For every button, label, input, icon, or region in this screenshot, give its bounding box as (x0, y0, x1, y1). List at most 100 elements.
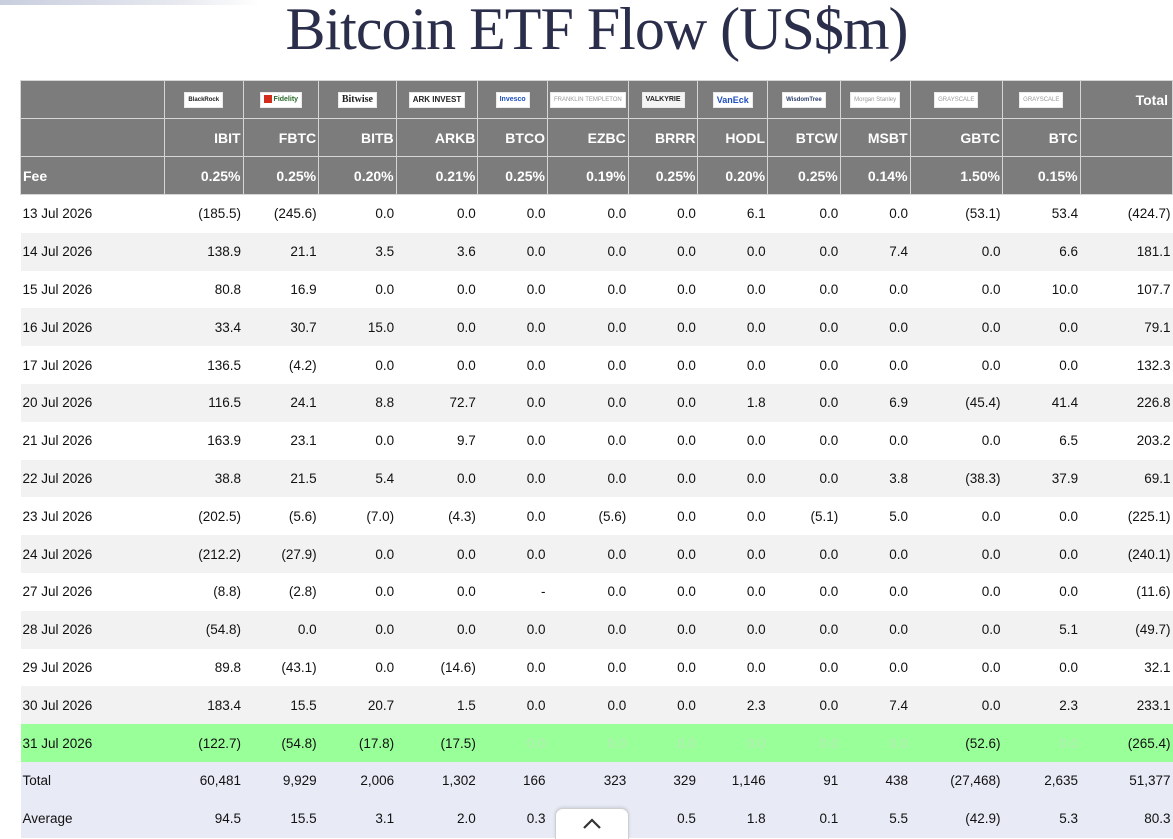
issuer-cell: Fidelity (242, 80, 320, 119)
summary-label: Total (20, 761, 165, 800)
row-date: 27 Jul 2026 (20, 572, 165, 611)
fee-cell: 0.20% (697, 156, 769, 195)
fee-cell: 0.14% (839, 156, 911, 195)
row-total-cell: (49.7) (1080, 610, 1173, 649)
flow-value-cell: 8.8 (318, 383, 397, 422)
issuer-logo-text: Bitwise (341, 93, 373, 105)
row-total-cell: (11.6) (1080, 572, 1173, 611)
row-total-cell: 32.1 (1080, 648, 1173, 687)
flow-value-cell: 0.0 (1002, 572, 1081, 611)
flow-value-cell: 0.0 (840, 308, 911, 347)
flow-value-cell: 2.3 (697, 686, 768, 725)
flow-value-cell: 0.0 (840, 535, 911, 573)
ticker-ibit: IBIT (163, 118, 244, 157)
flow-value-cell: 0.0 (628, 610, 698, 649)
flow-value-cell: 1.5 (396, 686, 478, 725)
table-row: 22 Jul 2026 38.8 21.5 5.4 0.0 0.0 0.0 0.0 0.0 0.0… (20, 459, 1173, 498)
flow-value-cell: (52.6) (910, 724, 1003, 762)
flow-value-cell: 0.0 (767, 572, 841, 611)
flow-value-cell: 0.0 (547, 421, 629, 460)
issuer-logo-gray: GRAYSCALE (1019, 91, 1064, 108)
fee-total-cell (1079, 156, 1173, 195)
flow-value-cell: (212.2) (164, 535, 244, 573)
table-row: 21 Jul 2026 163.9 23.1 0.0 9.7 0.0 0.0 0.0 0.0 0.… (20, 421, 1173, 460)
row-total-cell: (225.1) (1080, 497, 1173, 536)
summary-value-cell: 9,929 (243, 761, 319, 800)
row-date: 28 Jul 2026 (20, 610, 165, 649)
flow-value-cell: (4.3) (396, 497, 478, 536)
flow-value-cell: 0.0 (910, 421, 1003, 460)
flow-value-cell: 0.0 (767, 648, 841, 687)
flow-value-cell: (185.5) (164, 194, 244, 233)
flow-value-cell: 7.4 (840, 686, 911, 725)
table-row: 17 Jul 2026 136.5 (4.2) 0.0 0.0 0.0 0.0 0.0 0.0 0… (20, 346, 1173, 384)
ticker-bitb: BITB (318, 118, 397, 157)
ticker-btco: BTCO (477, 118, 548, 157)
table-row: 27 Jul 2026 (8.8) (2.8) 0.0 0.0-0.0 0.0 0.0 0.0… (20, 572, 1173, 611)
flow-value-cell: (27.9) (243, 535, 319, 573)
fidelity-logo-mark (263, 94, 272, 103)
flow-value-cell: 7.4 (840, 232, 911, 271)
flow-value-cell: 5.1 (1002, 610, 1081, 649)
issuer-logo-text: Invesco (499, 95, 526, 103)
ticker-row: IBIT FBTC BITB ARKB BTCO EZBC BRRR HODL BTCW MSBT… (20, 118, 1173, 157)
row-date: 21 Jul 2026 (20, 421, 165, 460)
flow-value-cell: 0.0 (628, 459, 698, 498)
summary-value-cell: 5.3 (1002, 799, 1081, 838)
flow-value-cell: 0.0 (243, 610, 319, 649)
flow-value-cell: 0.0 (767, 686, 841, 725)
flow-value-cell: 0.0 (477, 459, 548, 498)
issuer-logo-fidelity: Fidelity (259, 91, 303, 108)
flow-value-cell: (17.5) (396, 724, 478, 762)
flow-value-cell: 0.0 (318, 194, 397, 233)
issuer-logo-bitwise: Bitwise (337, 91, 377, 108)
table-row: 29 Jul 2026 89.8 (43.1) 0.0 (14.6) 0.0 0.0 0.0 0… (20, 648, 1173, 687)
row-date: 14 Jul 2026 (20, 232, 165, 271)
fee-label: Fee (20, 156, 165, 195)
table-row: 16 Jul 2026 33.4 30.7 15.0 0.0 0.0 0.0 0.0 0.0 0.… (20, 308, 1173, 347)
flow-value-cell: 0.0 (477, 497, 548, 536)
flow-value-cell: 0.0 (697, 724, 768, 762)
flow-value-cell: (54.8) (164, 610, 244, 649)
summary-value-cell: 0.5 (628, 799, 698, 838)
summary-total-cell: 51,377 (1080, 761, 1173, 800)
flow-value-cell: 6.9 (840, 383, 911, 422)
issuer-logo-gray: Morgan Stanley (850, 91, 901, 108)
scroll-top-button[interactable] (555, 808, 629, 839)
flow-value-cell: 0.0 (840, 346, 911, 384)
issuer-logo-valkyrie: VALKYRIE (641, 91, 685, 108)
flow-value-cell: 20.7 (318, 686, 397, 725)
row-date: 23 Jul 2026 (20, 497, 165, 536)
flow-value-cell: 0.0 (547, 270, 629, 309)
flow-value-cell: 41.4 (1002, 383, 1081, 422)
flow-value-cell: (7.0) (318, 497, 397, 536)
flow-value-cell: 0.0 (547, 572, 629, 611)
fee-cell: 0.20% (318, 156, 397, 195)
flow-value-cell: 9.7 (396, 421, 478, 460)
flow-value-cell: 0.0 (910, 270, 1003, 309)
row-date: 17 Jul 2026 (20, 346, 165, 384)
issuer-cell: FRANKLIN TEMPLETON (546, 80, 629, 119)
flow-value-cell: 0.0 (628, 497, 698, 536)
flow-value-cell: 0.0 (318, 346, 397, 384)
summary-value-cell: 0.1 (767, 799, 841, 838)
flow-value-cell: 0.0 (477, 610, 548, 649)
flow-value-cell: (8.8) (164, 572, 244, 611)
flow-value-cell: 0.0 (1002, 535, 1081, 573)
row-total-cell: 181.1 (1080, 232, 1173, 271)
flow-value-cell: 0.0 (628, 724, 698, 762)
flow-value-cell: 0.0 (477, 421, 548, 460)
flow-value-cell: 0.0 (697, 648, 768, 687)
table-row: 24 Jul 2026 (212.2) (27.9) 0.0 0.0 0.0 0.0 0.0 0… (20, 535, 1173, 573)
flow-value-cell: 0.0 (396, 572, 478, 611)
flow-value-cell: 0.0 (697, 421, 768, 460)
issuer-logo-text: ARK INVEST (412, 94, 462, 104)
summary-label: Average (20, 799, 165, 838)
flow-value-cell: 30.7 (243, 308, 319, 347)
table-row: 28 Jul 2026 (54.8) 0.0 0.0 0.0 0.0 0.0 0.0 0.0 0.… (20, 610, 1173, 649)
flow-value-cell: 0.0 (767, 232, 841, 271)
issuer-logo-text: WisdomTree (786, 96, 822, 103)
flow-value-cell: 2.3 (1002, 686, 1081, 725)
flow-value-cell: 0.0 (477, 648, 548, 687)
flow-value-cell: 80.8 (164, 270, 244, 309)
